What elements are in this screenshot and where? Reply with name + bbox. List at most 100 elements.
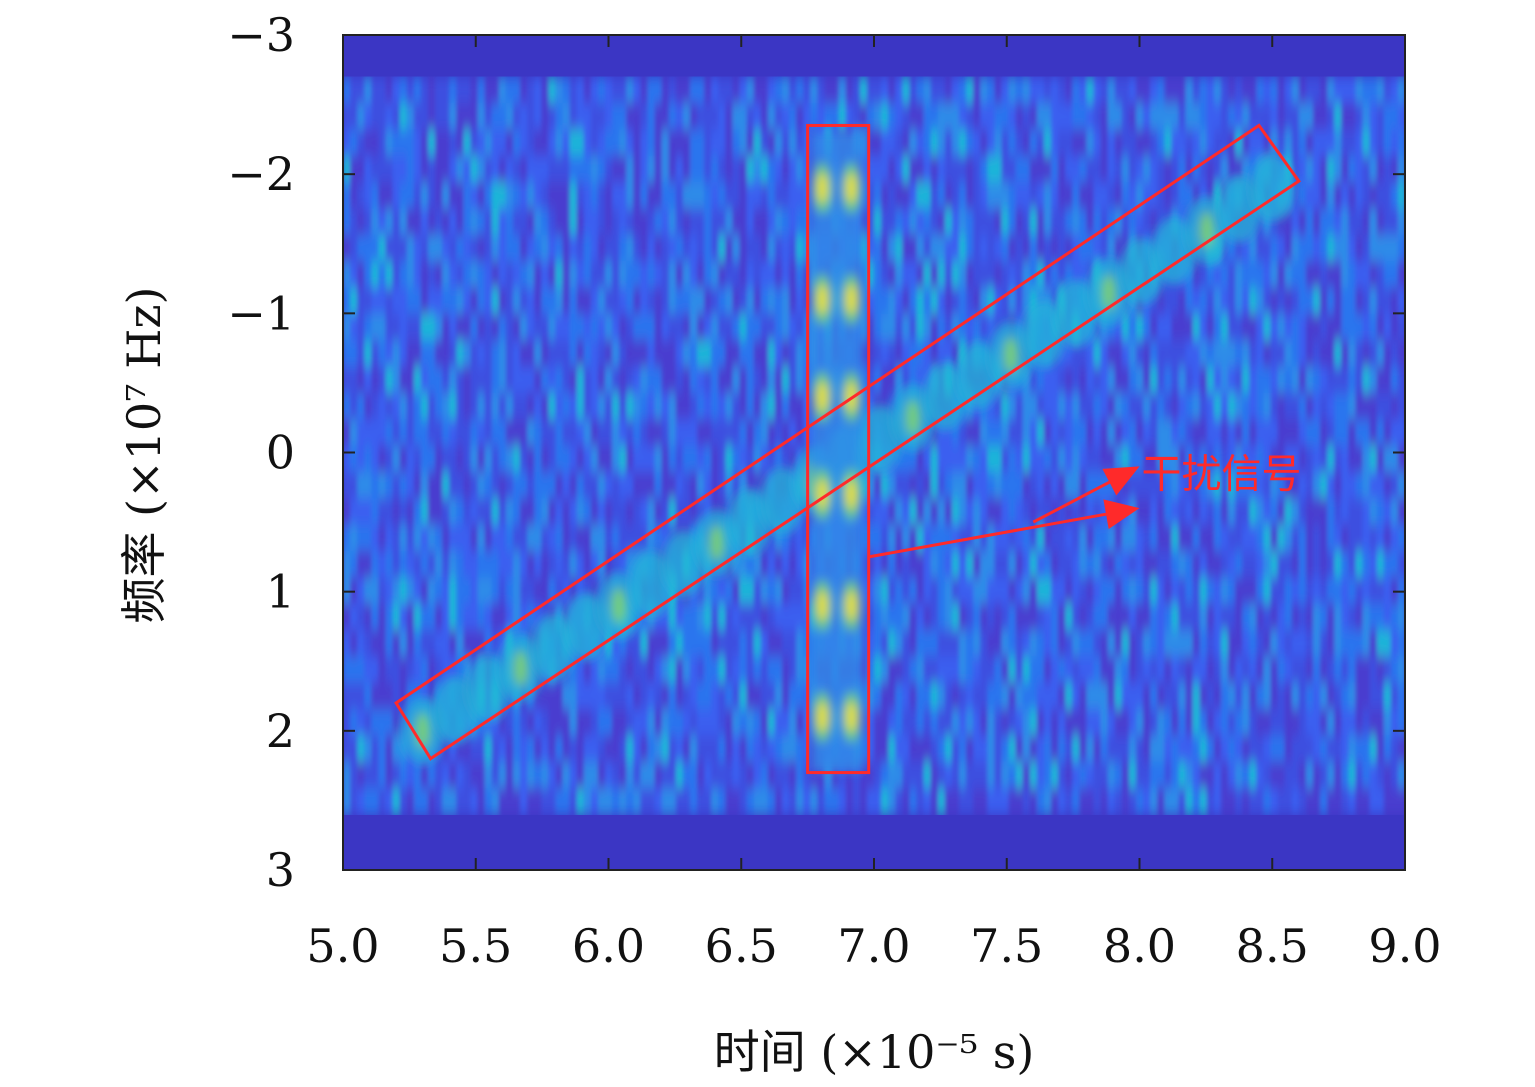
noise-cell xyxy=(1355,419,1364,447)
noise-cell xyxy=(654,445,663,473)
noise-cell xyxy=(484,419,493,447)
noise-cell xyxy=(378,103,387,131)
noise-cell xyxy=(859,182,868,210)
noise-cell xyxy=(1093,129,1102,157)
noise-cell xyxy=(774,129,783,157)
noise-cell xyxy=(1341,182,1349,210)
noise-cell xyxy=(350,182,358,210)
noise-cell xyxy=(746,656,755,684)
noise-cell xyxy=(781,103,790,131)
noise-cell xyxy=(1397,182,1405,210)
noise-cell xyxy=(640,129,649,157)
noise-cell xyxy=(1334,313,1342,341)
noise-cell xyxy=(718,366,726,394)
noise-cell xyxy=(512,103,521,131)
noise-cell xyxy=(697,708,705,736)
noise-cell xyxy=(548,498,556,526)
noise-cell xyxy=(923,656,932,684)
noise-cell xyxy=(973,629,981,657)
noise-cell xyxy=(689,340,698,368)
noise-cell xyxy=(1320,76,1328,104)
noise-cell xyxy=(1320,550,1328,578)
noise-cell xyxy=(597,103,606,131)
noise-cell xyxy=(930,629,939,657)
noise-cell xyxy=(1121,471,1130,499)
noise-cell xyxy=(951,682,960,710)
noise-cell xyxy=(1320,392,1328,420)
noise-cell xyxy=(385,234,394,262)
noise-cell xyxy=(789,682,797,710)
noise-cell xyxy=(1390,761,1399,789)
noise-cell xyxy=(1376,629,1385,657)
noise-cell xyxy=(661,366,670,394)
noise-cell xyxy=(930,708,939,736)
noise-cell xyxy=(718,735,726,763)
noise-cell xyxy=(1397,129,1405,157)
noise-cell xyxy=(1086,340,1095,368)
noise-cell xyxy=(1327,761,1335,789)
noise-cell xyxy=(1284,735,1293,763)
noise-cell xyxy=(796,787,804,815)
noise-cell xyxy=(612,419,620,447)
noise-cell xyxy=(1312,419,1321,447)
noise-cell xyxy=(1320,761,1328,789)
noise-cell xyxy=(704,735,712,763)
noise-cell xyxy=(994,419,1003,447)
noise-cell xyxy=(1320,129,1328,157)
noise-cell xyxy=(505,550,514,578)
noise-cell xyxy=(413,155,422,183)
noise-cell xyxy=(604,366,613,394)
noise-cell xyxy=(675,76,684,104)
noise-cell xyxy=(1008,498,1017,526)
noise-cell xyxy=(385,524,394,552)
noise-cell xyxy=(732,261,741,289)
noise-cell xyxy=(1228,708,1236,736)
noise-cell xyxy=(1390,524,1399,552)
noise-cell xyxy=(1086,708,1095,736)
noise-cell xyxy=(1348,735,1357,763)
noise-cell xyxy=(711,787,719,815)
noise-cell xyxy=(675,471,684,499)
noise-cell xyxy=(1206,103,1215,131)
noise-cell xyxy=(491,234,500,262)
noise-cell xyxy=(1022,129,1031,157)
noise-cell xyxy=(753,419,762,447)
noise-cell xyxy=(994,524,1003,552)
noise-cell xyxy=(1022,155,1031,183)
noise-cell xyxy=(760,629,769,657)
noise-cell xyxy=(675,445,684,473)
noise-cell xyxy=(1022,261,1031,289)
noise-cell xyxy=(1376,524,1385,552)
noise-cell xyxy=(966,761,974,789)
noise-cell xyxy=(1100,708,1109,736)
noise-cell xyxy=(1213,419,1222,447)
noise-cell xyxy=(866,261,875,289)
noise-cell xyxy=(1135,682,1144,710)
noise-cell xyxy=(1320,445,1328,473)
noise-cell xyxy=(760,735,769,763)
noise-cell xyxy=(930,129,939,157)
noise-cell xyxy=(1390,76,1399,104)
noise-cell xyxy=(958,287,967,315)
noise-cell xyxy=(732,208,741,236)
noise-cell xyxy=(1051,629,1059,657)
noise-cell xyxy=(937,682,946,710)
noise-cell xyxy=(435,340,443,368)
noise-cell xyxy=(1043,392,1052,420)
noise-cell xyxy=(1107,419,1116,447)
noise-cell xyxy=(753,682,762,710)
noise-cell xyxy=(767,76,776,104)
noise-cell xyxy=(1086,366,1095,394)
noise-cell xyxy=(746,129,755,157)
noise-cell xyxy=(1376,708,1385,736)
noise-cell xyxy=(1390,234,1399,262)
noise-cell xyxy=(909,445,918,473)
noise-cell xyxy=(1128,708,1137,736)
noise-cell xyxy=(874,287,882,315)
noise-cell xyxy=(1185,550,1194,578)
noise-cell xyxy=(923,287,932,315)
noise-cell xyxy=(1043,498,1052,526)
noise-cell xyxy=(668,603,677,631)
noise-cell xyxy=(866,682,875,710)
noise-cell xyxy=(973,550,981,578)
